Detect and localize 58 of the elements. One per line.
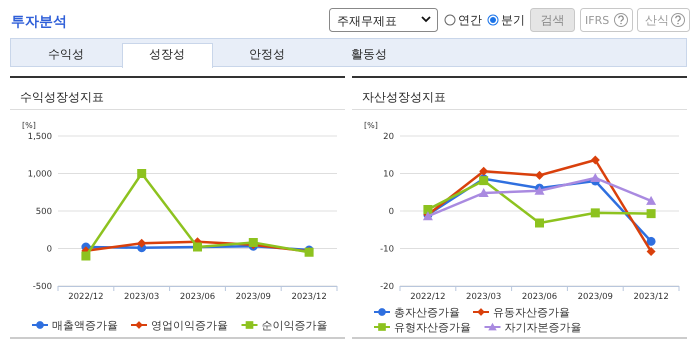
point <box>646 196 656 205</box>
point <box>535 218 544 228</box>
legend-label: 유형자산증가율 <box>394 321 471 334</box>
y-axis-title: [%] <box>22 121 36 130</box>
x-tick-label: 2022/12 <box>410 292 446 302</box>
text: 산식 <box>645 13 669 27</box>
point <box>535 170 544 180</box>
x-tick-label: 2022/12 <box>68 292 104 302</box>
text: 활동성 <box>351 47 387 61</box>
legend-label: 총자산증가율 <box>394 306 460 319</box>
legend-label: 유동자산증가율 <box>493 306 570 319</box>
text: 투자분석 <box>11 14 67 30</box>
point <box>478 188 489 197</box>
text: 수익성 <box>48 47 84 61</box>
point <box>590 156 600 164</box>
point <box>646 209 656 218</box>
point <box>646 236 656 246</box>
y-tick-label: 10 <box>383 170 394 180</box>
legend-label: 자기자본증가율 <box>504 321 582 334</box>
x-tick-label: 2023/12 <box>633 292 669 302</box>
x-tick-label: 2023/06 <box>180 292 216 302</box>
x-tick-label: 2023/03 <box>124 292 160 302</box>
text: 검색 <box>540 13 564 27</box>
point <box>248 238 258 247</box>
y-tick-label: -500 <box>32 282 52 292</box>
x-tick-label: 2023/03 <box>466 292 502 302</box>
point <box>137 238 146 248</box>
point <box>81 252 90 260</box>
y-tick-label: -10 <box>380 244 394 254</box>
y-axis-title: [%] <box>364 121 378 130</box>
point <box>590 208 600 218</box>
legend-label: 매출액증가율 <box>52 319 118 332</box>
y-tick-label: 500 <box>36 207 52 217</box>
x-tick-label: 2023/09 <box>236 292 271 302</box>
y-tick-label: 1,000 <box>28 170 52 180</box>
y-tick-label: 0 <box>46 244 52 254</box>
point <box>137 169 146 178</box>
point <box>646 247 656 256</box>
text: 연간 <box>458 13 482 27</box>
chart-title: 자산성장성지표 <box>362 90 446 104</box>
y-tick-label: 0 <box>388 207 394 217</box>
y-tick-label: -20 <box>380 282 394 292</box>
text: 성장성 <box>149 47 185 61</box>
x-tick-label: 2023/06 <box>522 292 558 302</box>
point <box>479 166 488 176</box>
x-tick-label: 2023/09 <box>578 292 613 302</box>
text: 안정성 <box>249 47 285 61</box>
legend-label: 영업이익증가율 <box>151 319 228 332</box>
y-tick-label: 1,500 <box>28 132 52 142</box>
y-tick-label: 20 <box>383 132 394 142</box>
x-tick-label: 2023/12 <box>291 292 327 302</box>
text: 주재무제표 <box>337 14 397 28</box>
point <box>423 205 432 214</box>
text: 분기 <box>501 13 525 27</box>
legend-label: 순이익증가율 <box>262 319 328 332</box>
chart-title: 수익성장성지표 <box>20 90 104 104</box>
text: IFRS <box>585 14 610 27</box>
point <box>590 173 600 182</box>
